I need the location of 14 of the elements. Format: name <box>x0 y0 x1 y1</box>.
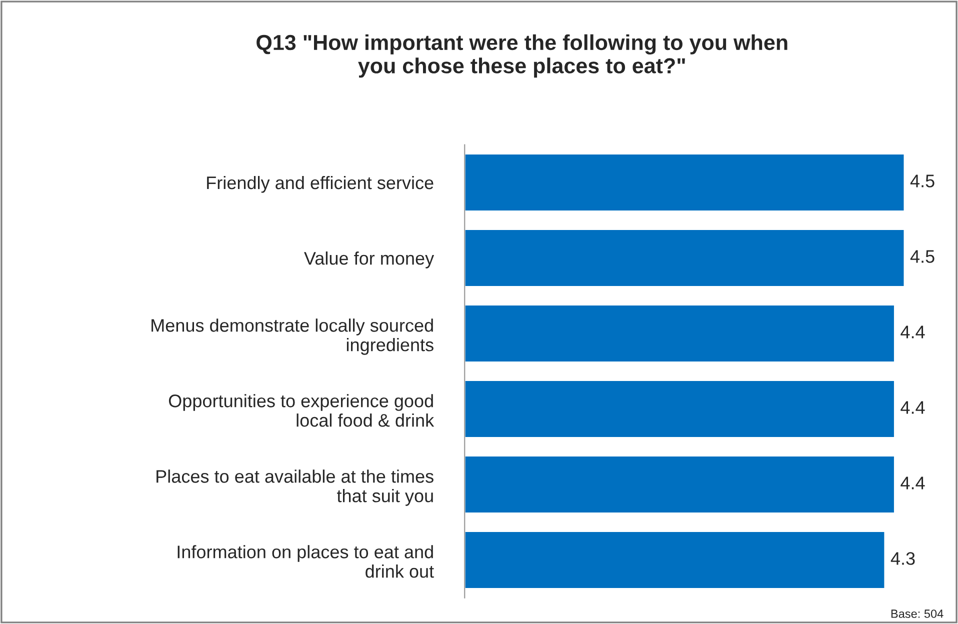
chart-title: Q13 "How important were the following to you when you chose these places to eat?" <box>256 34 788 78</box>
data-label: 4.4 <box>900 476 925 490</box>
data-label: 4.4 <box>900 401 925 414</box>
y-tick-label: Friendly and efficient service <box>207 176 434 193</box>
y-tick-label: Value for money <box>304 251 434 268</box>
text: Base: 504 <box>891 610 944 618</box>
data-label: 4.5 <box>910 174 934 188</box>
data-label: 4.3 <box>890 552 915 565</box>
y-tick-label: Information on places to eat and drink out <box>178 545 434 578</box>
y-tick-label: Places to eat available at the times that suit you <box>156 470 434 506</box>
y-tick-label: Opportunities to experience good local food & drink <box>168 394 434 427</box>
data-label: 4.5 <box>910 250 934 263</box>
y-tick-label: Menus demonstrate locally sourced ingredients <box>152 318 434 355</box>
data-label: 4.4 <box>900 326 925 338</box>
